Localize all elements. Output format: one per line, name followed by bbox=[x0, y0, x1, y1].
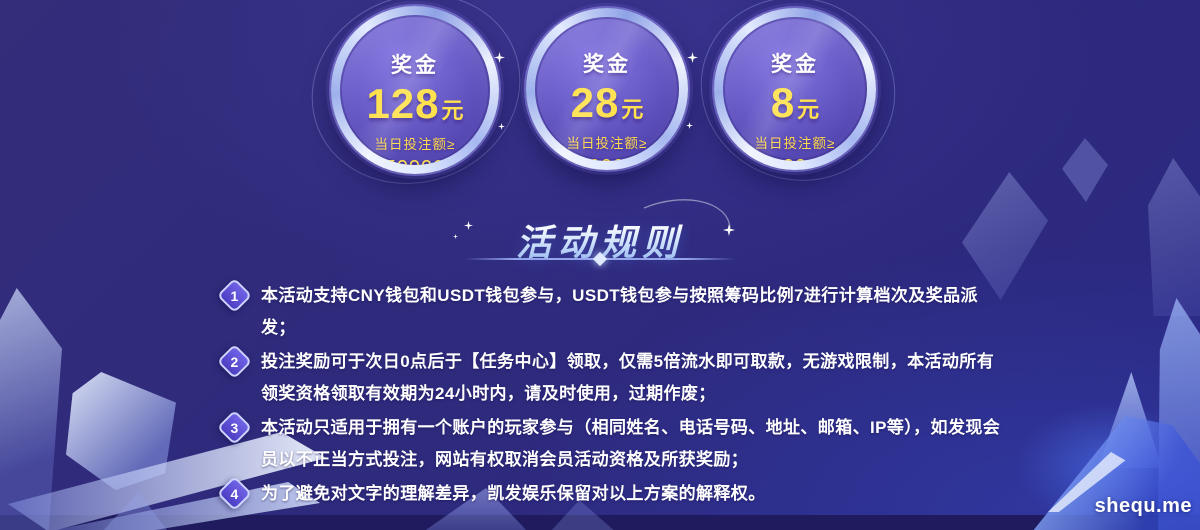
bottom-bar bbox=[0, 515, 1200, 530]
rule-text: 本活动只适用于拥有一个账户的玩家参与（相同姓名、电话号码、地址、邮箱、IP等），… bbox=[261, 418, 1001, 469]
prize-threshold: 50000 bbox=[385, 157, 446, 165]
rule-item: 1 本活动支持CNY钱包和USDT钱包参与，USDT钱包参与按照筹码比例7进行计… bbox=[216, 277, 1022, 344]
rule-number-badge: 1 bbox=[216, 277, 253, 314]
prize-condition: 当日投注额≥ bbox=[754, 136, 836, 151]
title-divider bbox=[465, 251, 735, 267]
sparkle-icon bbox=[453, 234, 458, 239]
rule-number: 3 bbox=[230, 419, 239, 436]
sparkle-icon bbox=[494, 52, 505, 63]
prize-amount-number: 28 bbox=[570, 79, 620, 126]
rule-text: 本活动支持CNY钱包和USDT钱包参与，USDT钱包参与按照筹码比例7进行计算档… bbox=[261, 286, 978, 337]
sparkle-icon bbox=[687, 52, 698, 63]
sparkle-icon bbox=[498, 123, 505, 130]
comet-icon bbox=[643, 199, 731, 229]
rule-text: 投注奖励可于次日0点后于【任务中心】领取，仅需5倍流水即可取款，无游戏限制，本活… bbox=[261, 352, 995, 403]
crystal-decoration-right bbox=[1062, 138, 1108, 202]
rule-number: 4 bbox=[230, 485, 239, 502]
prize-amount-number: 128 bbox=[366, 80, 440, 127]
prize-badge-content: 奖金 28元 当日投注额≥ 10000 bbox=[535, 17, 679, 161]
prize-threshold: 10000 bbox=[577, 156, 638, 161]
prize-amount-unit: 元 bbox=[621, 97, 644, 122]
prize-label: 奖金 bbox=[771, 53, 819, 76]
prize-condition: 当日投注额≥ bbox=[566, 136, 648, 151]
rule-item: 4 为了避免对文字的理解差异，凯发娱乐保留对以上方案的解释权。 bbox=[216, 475, 1022, 512]
rules-list: 1 本活动支持CNY钱包和USDT钱包参与，USDT钱包参与按照筹码比例7进行计… bbox=[216, 277, 1022, 512]
rule-number: 2 bbox=[230, 353, 239, 370]
prize-amount-unit: 元 bbox=[797, 97, 820, 122]
prize-badge-content: 奖金 8元 当日投注额≥ 2000 bbox=[723, 17, 867, 161]
prize-label: 奖金 bbox=[583, 53, 631, 76]
rule-number-badge: 4 bbox=[216, 475, 253, 512]
rule-number-badge: 3 bbox=[216, 409, 253, 446]
rule-item: 2 投注奖励可于次日0点后于【任务中心】领取，仅需5倍流水即可取款，无游戏限制，… bbox=[216, 343, 1022, 410]
prize-amount: 28元 bbox=[571, 82, 644, 124]
divider-diamond-icon bbox=[592, 251, 608, 267]
watermark: shequ.me bbox=[1094, 495, 1192, 517]
prize-badge-8: 奖金 8元 当日投注额≥ 2000 bbox=[714, 8, 876, 170]
prize-amount: 128元 bbox=[366, 83, 463, 125]
prize-amount-number: 8 bbox=[770, 79, 796, 126]
rule-number: 1 bbox=[230, 287, 239, 304]
rule-item: 3 本活动只适用于拥有一个账户的玩家参与（相同姓名、电话号码、地址、邮箱、IP等… bbox=[216, 409, 1022, 476]
prize-amount: 8元 bbox=[771, 82, 819, 124]
sparkle-icon bbox=[464, 221, 473, 230]
prize-label: 奖金 bbox=[391, 54, 439, 77]
prize-amount-unit: 元 bbox=[441, 98, 464, 123]
prize-threshold: 2000 bbox=[771, 156, 820, 161]
prize-badge-content: 奖金 128元 当日投注额≥ 50000 bbox=[340, 15, 490, 165]
rule-number-badge: 2 bbox=[216, 343, 253, 380]
prize-badge-28: 奖金 28元 当日投注额≥ 10000 bbox=[526, 8, 688, 170]
rule-text: 为了避免对文字的理解差异，凯发娱乐保留对以上方案的解释权。 bbox=[261, 484, 766, 503]
sparkle-icon bbox=[686, 122, 693, 129]
prize-condition: 当日投注额≥ bbox=[374, 137, 456, 152]
prize-badge-128: 奖金 128元 当日投注额≥ 50000 bbox=[331, 6, 499, 174]
